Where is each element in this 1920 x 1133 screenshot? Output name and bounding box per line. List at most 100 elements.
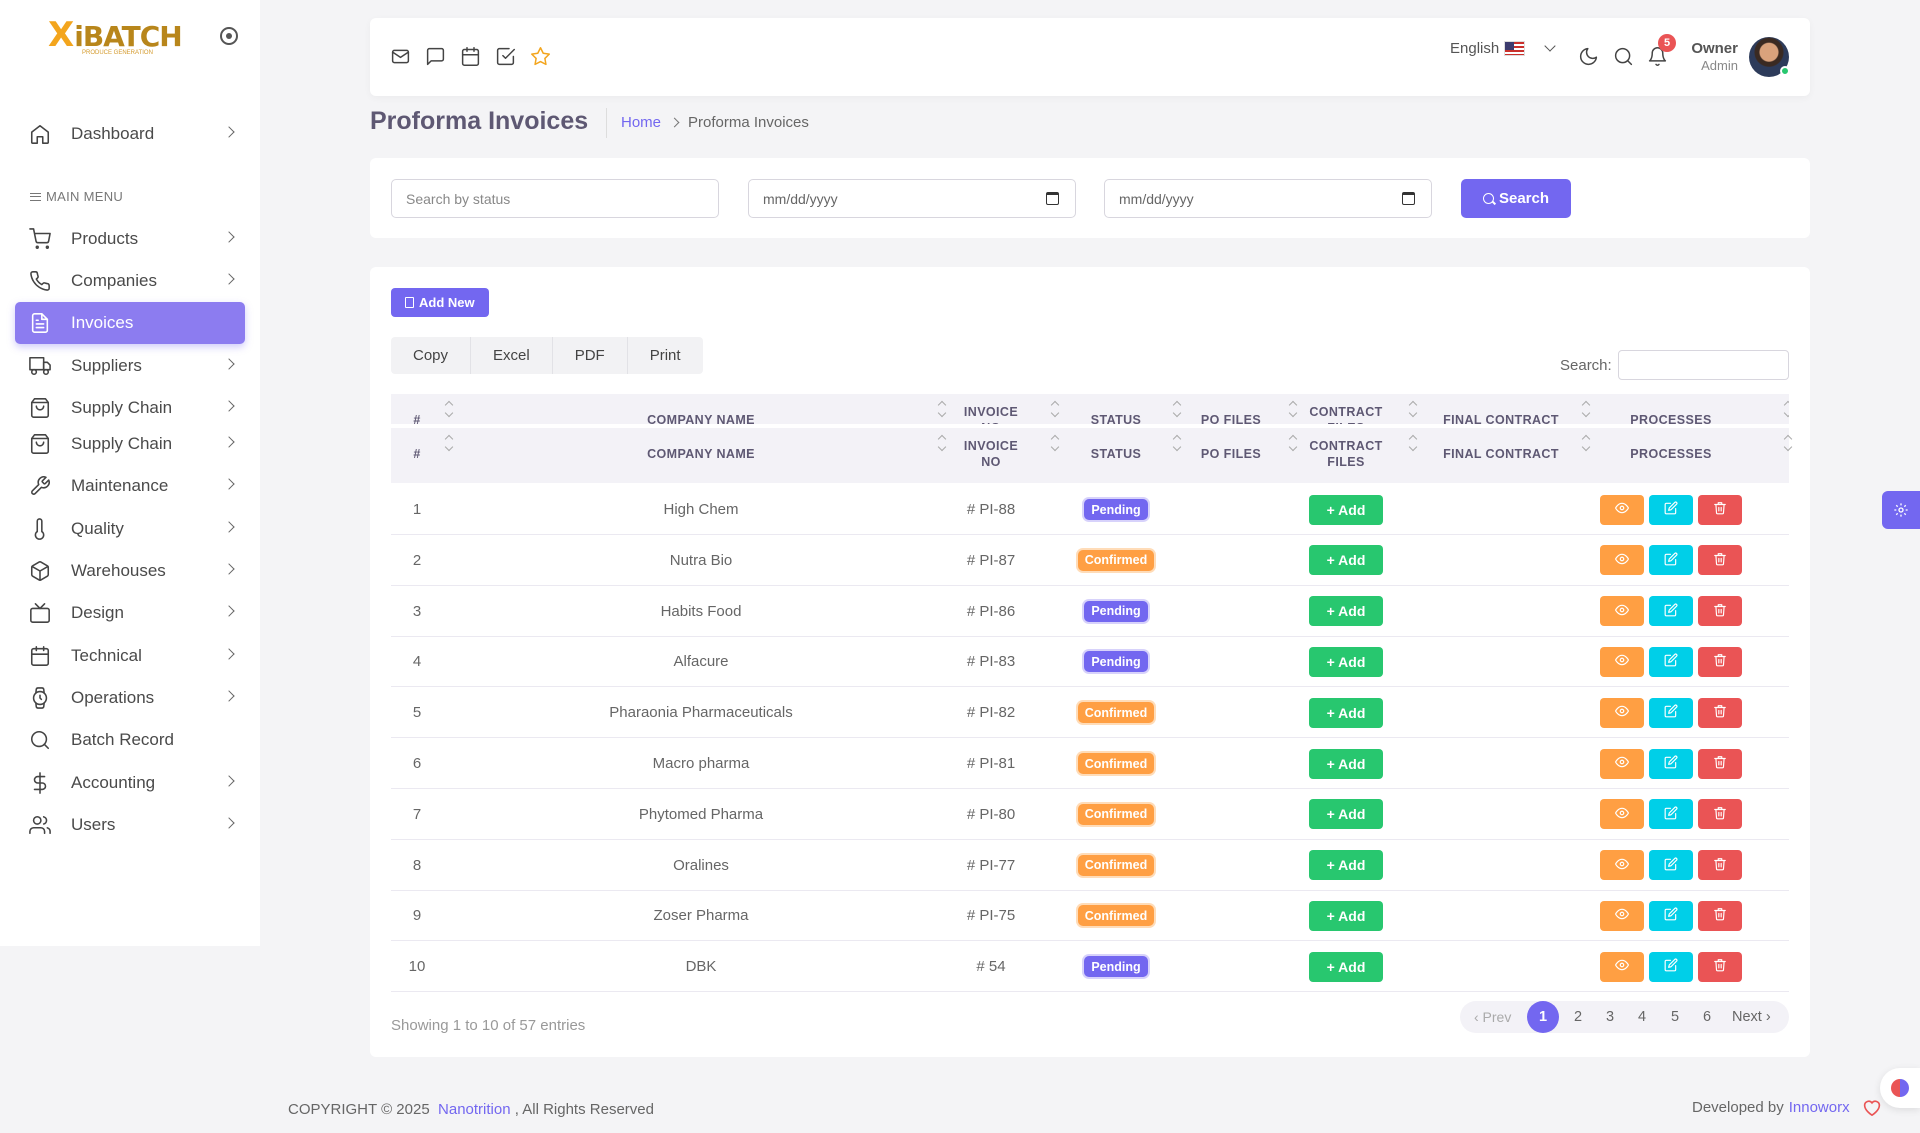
view-button[interactable] [1600, 900, 1644, 931]
view-button[interactable] [1600, 850, 1644, 881]
table-search-input[interactable] [1618, 350, 1789, 380]
sidebar-item-invoices[interactable]: Invoices [15, 302, 245, 344]
date-to-input[interactable]: mm/dd/yyyy [1104, 179, 1432, 218]
delete-button[interactable] [1698, 900, 1742, 931]
column-header[interactable]: COMPANY NAME [451, 412, 951, 424]
sidebar-item-dashboard[interactable]: Dashboard [15, 113, 245, 155]
sidebar-item-batch-record[interactable]: Batch Record [15, 719, 245, 761]
sidebar-item-companies[interactable]: Companies [15, 260, 245, 302]
language-selector[interactable]: English [1450, 40, 1526, 57]
chevron-down-icon[interactable] [1544, 40, 1556, 52]
add-contract-button[interactable]: + Add [1309, 951, 1383, 982]
add-contract-button[interactable]: + Add [1309, 799, 1383, 830]
sidebar-item-quality[interactable]: Quality [15, 508, 245, 550]
add-contract-button[interactable]: + Add [1309, 900, 1383, 931]
column-header[interactable]: PO FILES [1181, 446, 1281, 462]
edit-button[interactable] [1649, 850, 1693, 881]
delete-button[interactable] [1698, 646, 1742, 677]
add-contract-button[interactable]: + Add [1309, 494, 1383, 525]
edit-button[interactable] [1649, 545, 1693, 576]
column-header[interactable]: PROCESSES [1591, 412, 1751, 424]
delete-button[interactable] [1698, 545, 1742, 576]
column-header[interactable]: FINAL CONTRACT [1421, 446, 1581, 462]
assistant-button[interactable] [1880, 1068, 1920, 1108]
add-contract-button[interactable]: + Add [1309, 748, 1383, 779]
add-new-button[interactable]: Add New [391, 288, 489, 317]
breadcrumb-home-link[interactable]: Home [621, 114, 662, 131]
excel-button[interactable]: Excel [471, 337, 553, 374]
column-header[interactable]: CONTRACT FILES [1296, 404, 1396, 424]
bell-icon[interactable] [1647, 46, 1668, 67]
star-icon[interactable] [530, 46, 551, 67]
column-header[interactable]: INVOICE NO [956, 438, 1026, 470]
sort-icon[interactable] [1173, 436, 1181, 452]
column-header[interactable]: STATUS [1066, 412, 1166, 424]
app-logo[interactable]: X iBATCH PRODUCE GENERATION [48, 18, 183, 56]
sort-icon[interactable] [1582, 402, 1590, 418]
sidebar-item-products[interactable]: Products [15, 218, 245, 260]
delete-button[interactable] [1698, 697, 1742, 728]
delete-button[interactable] [1698, 850, 1742, 881]
pagination-page[interactable]: 6 [1703, 1009, 1712, 1025]
add-contract-button[interactable]: + Add [1309, 596, 1383, 627]
edit-button[interactable] [1649, 799, 1693, 830]
edit-button[interactable] [1649, 494, 1693, 525]
column-header[interactable]: COMPANY NAME [451, 446, 951, 462]
sidebar-collapse-toggle[interactable] [220, 27, 238, 45]
view-button[interactable] [1600, 697, 1644, 728]
calendar-icon[interactable] [1046, 192, 1059, 205]
column-header[interactable]: PO FILES [1181, 412, 1281, 424]
edit-button[interactable] [1649, 646, 1693, 677]
view-button[interactable] [1600, 951, 1644, 982]
add-contract-button[interactable]: + Add [1309, 697, 1383, 728]
edit-button[interactable] [1649, 697, 1693, 728]
pdf-button[interactable]: PDF [553, 337, 628, 374]
column-header[interactable]: FINAL CONTRACT [1421, 412, 1581, 424]
column-header[interactable]: STATUS [1066, 446, 1166, 462]
sidebar-item-suppliers[interactable]: Suppliers [15, 345, 245, 387]
view-button[interactable] [1600, 748, 1644, 779]
sort-icon[interactable] [938, 402, 946, 418]
view-button[interactable] [1600, 545, 1644, 576]
sort-icon[interactable] [1784, 436, 1792, 452]
column-header[interactable]: CONTRACT FILES [1296, 438, 1396, 470]
column-header[interactable]: # [391, 446, 443, 462]
sidebar-item-supply-chain[interactable]: Supply Chain [15, 387, 245, 429]
avatar[interactable] [1749, 37, 1790, 77]
delete-button[interactable] [1698, 951, 1742, 982]
check-square-icon[interactable] [495, 46, 516, 67]
date-from-input[interactable]: mm/dd/yyyy [748, 179, 1076, 218]
sidebar-item-warehouses[interactable]: Warehouses [15, 550, 245, 592]
pagination-prev[interactable]: ‹ Prev [1474, 1009, 1512, 1025]
pagination-page[interactable]: 1 [1527, 1001, 1559, 1033]
print-button[interactable]: Print [628, 337, 703, 374]
delete-button[interactable] [1698, 596, 1742, 627]
sidebar-item-supply-chain[interactable]: Supply Chain [15, 423, 245, 465]
sort-icon[interactable] [1582, 436, 1590, 452]
sidebar-item-users[interactable]: Users [15, 804, 245, 846]
customizer-toggle[interactable] [1882, 491, 1920, 529]
sidebar-item-accounting[interactable]: Accounting [15, 762, 245, 804]
add-contract-button[interactable]: + Add [1309, 850, 1383, 881]
add-contract-button[interactable]: + Add [1309, 646, 1383, 677]
calendar-icon[interactable] [1402, 192, 1415, 205]
pagination-page[interactable]: 5 [1671, 1009, 1680, 1025]
edit-button[interactable] [1649, 748, 1693, 779]
sort-icon[interactable] [938, 436, 946, 452]
view-button[interactable] [1600, 596, 1644, 627]
pagination-page[interactable]: 3 [1606, 1009, 1615, 1025]
view-button[interactable] [1600, 646, 1644, 677]
search-button[interactable]: Search [1461, 179, 1571, 218]
sort-icon[interactable] [1784, 402, 1789, 418]
sidebar-item-technical[interactable]: Technical [15, 635, 245, 677]
column-header[interactable]: PROCESSES [1591, 446, 1751, 462]
sort-icon[interactable] [1409, 436, 1417, 452]
developer-link[interactable]: Innoworx [1788, 1098, 1850, 1116]
add-contract-button[interactable]: + Add [1309, 545, 1383, 576]
view-button[interactable] [1600, 799, 1644, 830]
chat-icon[interactable] [425, 46, 446, 67]
delete-button[interactable] [1698, 799, 1742, 830]
sort-icon[interactable] [1051, 402, 1059, 418]
column-header[interactable]: # [391, 412, 443, 424]
sidebar-item-design[interactable]: Design [15, 592, 245, 634]
